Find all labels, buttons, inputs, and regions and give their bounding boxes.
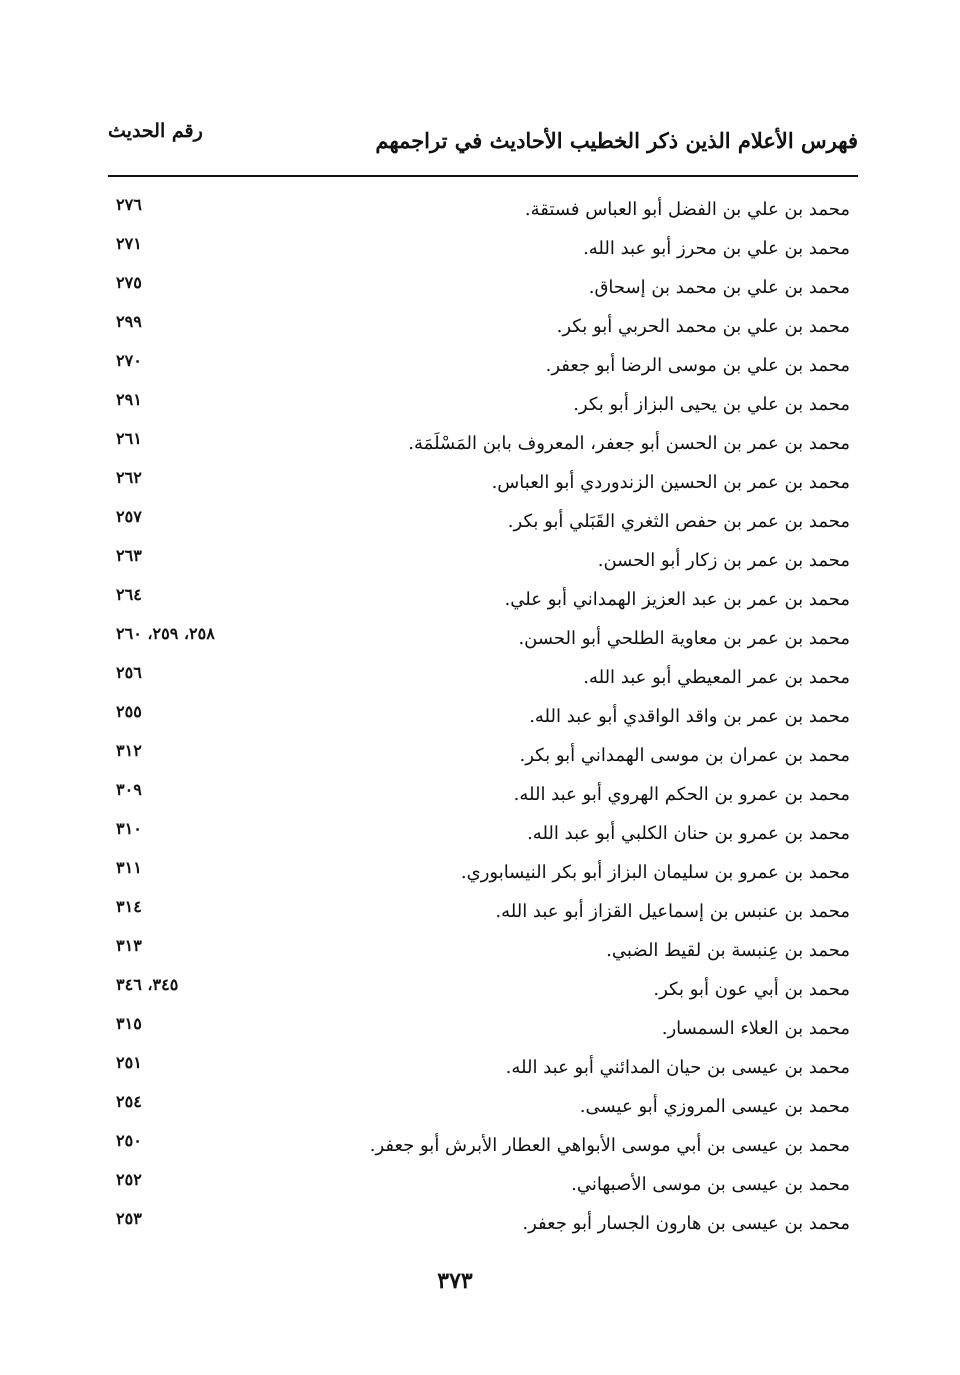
index-entry: محمد بن العلاء السمسار. ٣١٥ [100,1014,850,1053]
column-header-hadith-number: رقم الحديث [108,120,203,142]
entry-name: محمد بن عِنبسة بن لقيط الضبي. [606,940,850,961]
entry-name: محمد بن عمر بن عبد العزيز الهمداني أبو ع… [504,589,850,610]
index-entry: محمد بن عِنبسة بن لقيط الضبي. ٣١٣ [100,936,850,975]
entry-name: محمد بن عيسى بن موسى الأصبهاني. [571,1174,850,1195]
entry-name: محمد بن علي بن يحيى البزاز أبو بكر. [573,394,850,415]
entry-hadith-refs: ٢٥٠ [116,1131,142,1150]
entry-hadith-refs: ٢٥٢ [116,1170,142,1189]
entry-hadith-refs: ٢٧٥ [116,273,142,292]
entry-hadith-refs: ٢٩١ [116,390,142,409]
entry-hadith-refs: ٢٧١ [116,234,142,253]
entry-hadith-refs: ٢٧٦ [116,195,142,214]
entry-hadith-refs: ٣١٢ [116,741,142,760]
entry-hadith-refs: ٢٥٧ [116,507,142,526]
entry-name: محمد بن أبي عون أبو بكر. [653,979,850,1000]
index-entry: محمد بن عيسى بن هارون الجسار أبو جعفر. ٢٥… [100,1209,850,1248]
entry-name: محمد بن علي بن الفضل أبو العباس فستقة. [524,199,850,220]
index-entry: محمد بن عمرو بن سليمان البزاز أبو بكر ال… [100,858,850,897]
entry-hadith-refs: ٢٥٦ [116,663,142,682]
entry-name: محمد بن عمر بن الحسن أبو جعفر، المعروف ب… [408,433,850,454]
entry-hadith-refs: ٢٧٠ [116,351,142,370]
entry-name: محمد بن عمر المعيطي أبو عبد الله. [583,667,850,688]
entry-name: محمد بن عمر بن زكار أبو الحسن. [597,550,850,571]
page-number: ٣٧٣ [437,1268,473,1294]
entry-name: محمد بن علي بن محمد الحربي أبو بكر. [556,316,850,337]
index-entry: محمد بن علي بن الفضل أبو العباس فستقة. ٢٧… [100,195,850,234]
index-entry: محمد بن عمر بن معاوية الطلحي أبو الحسن. ٢… [100,624,850,663]
entry-hadith-refs: ٢٥٥ [116,702,142,721]
index-entry: محمد بن عيسى المروزي أبو عيسى. ٢٥٤ [100,1092,850,1131]
entry-hadith-refs: ٣١٥ [116,1014,142,1033]
entry-hadith-refs: ٣٤٥، ٣٤٦ [116,975,179,994]
index-entry: محمد بن عمر بن حفص الثغري القَبَلي أبو ب… [100,507,850,546]
entry-name: محمد بن عيسى بن هارون الجسار أبو جعفر. [522,1213,850,1234]
entry-hadith-refs: ٢٦٤ [116,585,142,604]
entry-hadith-refs: ٣١١ [116,858,142,877]
index-entry: محمد بن عمران بن موسى الهمداني أبو بكر. ٣… [100,741,850,780]
entry-hadith-refs: ٣٠٩ [116,780,142,799]
entry-name: محمد بن عمر بن الحسين الزندوردي أبو العب… [491,472,850,493]
entry-name: محمد بن علي بن موسى الرضا أبو جعفر. [545,355,850,376]
entry-name: محمد بن عمر بن واقد الواقدي أبو عبد الله… [529,706,850,727]
index-entry: محمد بن عمر بن واقد الواقدي أبو عبد الله… [100,702,850,741]
entry-hadith-refs: ٣١٣ [116,936,142,955]
index-entry: محمد بن عيسى بن أبي موسى الأبواهي العطار… [100,1131,850,1170]
index-entry: محمد بن علي بن يحيى البزاز أبو بكر. ٢٩١ [100,390,850,429]
entry-hadith-refs: ٢٩٩ [116,312,142,331]
entry-name: محمد بن عنبس بن إسماعيل القزاز أبو عبد ا… [495,901,850,922]
entry-name: محمد بن علي بن محرز أبو عبد الله. [583,238,850,259]
entry-hadith-refs: ٢٦٣ [116,546,142,565]
entry-hadith-refs: ٢٥٤ [116,1092,142,1111]
entry-hadith-refs: ٢٦١ [116,429,142,448]
entry-name: محمد بن عمر بن حفص الثغري القَبَلي أبو ب… [507,511,850,532]
entry-hadith-refs: ٢٦٢ [116,468,142,487]
entry-name: محمد بن عيسى بن حيان المدائني أبو عبد ال… [505,1057,850,1078]
index-entry: محمد بن عمر بن الحسن أبو جعفر، المعروف ب… [100,429,850,468]
index-entry: محمد بن علي بن محرز أبو عبد الله. ٢٧١ [100,234,850,273]
index-entry: محمد بن عمرو بن الحكم الهروي أبو عبد الل… [100,780,850,819]
entry-hadith-refs: ٢٥٣ [116,1209,142,1228]
index-entry: محمد بن عمر بن عبد العزيز الهمداني أبو ع… [100,585,850,624]
entry-name: محمد بن عمران بن موسى الهمداني أبو بكر. [519,745,850,766]
entry-name: محمد بن العلاء السمسار. [661,1018,850,1039]
index-entry: محمد بن علي بن موسى الرضا أبو جعفر. ٢٧٠ [100,351,850,390]
header-rule [108,175,858,177]
entry-name: محمد بن عيسى بن أبي موسى الأبواهي العطار… [369,1135,850,1156]
index-entries: محمد بن علي بن الفضل أبو العباس فستقة. ٢٧… [100,195,850,1248]
entry-hadith-refs: ٣١٤ [116,897,142,916]
entry-hadith-refs: ٢٥١ [116,1053,142,1072]
entry-name: محمد بن عمرو بن الحكم الهروي أبو عبد الل… [513,784,850,805]
running-header-title: فهرس الأعلام الذين ذكر الخطيب الأحاديث ف… [375,128,858,153]
index-entry: محمد بن أبي عون أبو بكر. ٣٤٥، ٣٤٦ [100,975,850,1014]
entry-name: محمد بن عيسى المروزي أبو عيسى. [579,1096,850,1117]
entry-name: محمد بن عمرو بن سليمان البزاز أبو بكر ال… [460,862,850,883]
index-entry: محمد بن علي بن محمد بن إسحاق. ٢٧٥ [100,273,850,312]
index-entry: محمد بن عمر بن زكار أبو الحسن. ٢٦٣ [100,546,850,585]
index-entry: محمد بن عمرو بن حنان الكلبي أبو عبد الله… [100,819,850,858]
index-entry: محمد بن عمر بن الحسين الزندوردي أبو العب… [100,468,850,507]
entry-name: محمد بن عمرو بن حنان الكلبي أبو عبد الله… [527,823,850,844]
entry-hadith-refs: ٢٥٨، ٢٥٩، ٢٦٠ [116,624,215,643]
entry-hadith-refs: ٣١٠ [116,819,142,838]
index-entry: محمد بن علي بن محمد الحربي أبو بكر. ٢٩٩ [100,312,850,351]
index-entry: محمد بن عمر المعيطي أبو عبد الله. ٢٥٦ [100,663,850,702]
entry-name: محمد بن علي بن محمد بن إسحاق. [588,277,850,298]
index-entry: محمد بن عنبس بن إسماعيل القزاز أبو عبد ا… [100,897,850,936]
index-entry: محمد بن عيسى بن موسى الأصبهاني. ٢٥٢ [100,1170,850,1209]
entry-name: محمد بن عمر بن معاوية الطلحي أبو الحسن. [518,628,850,649]
index-entry: محمد بن عيسى بن حيان المدائني أبو عبد ال… [100,1053,850,1092]
